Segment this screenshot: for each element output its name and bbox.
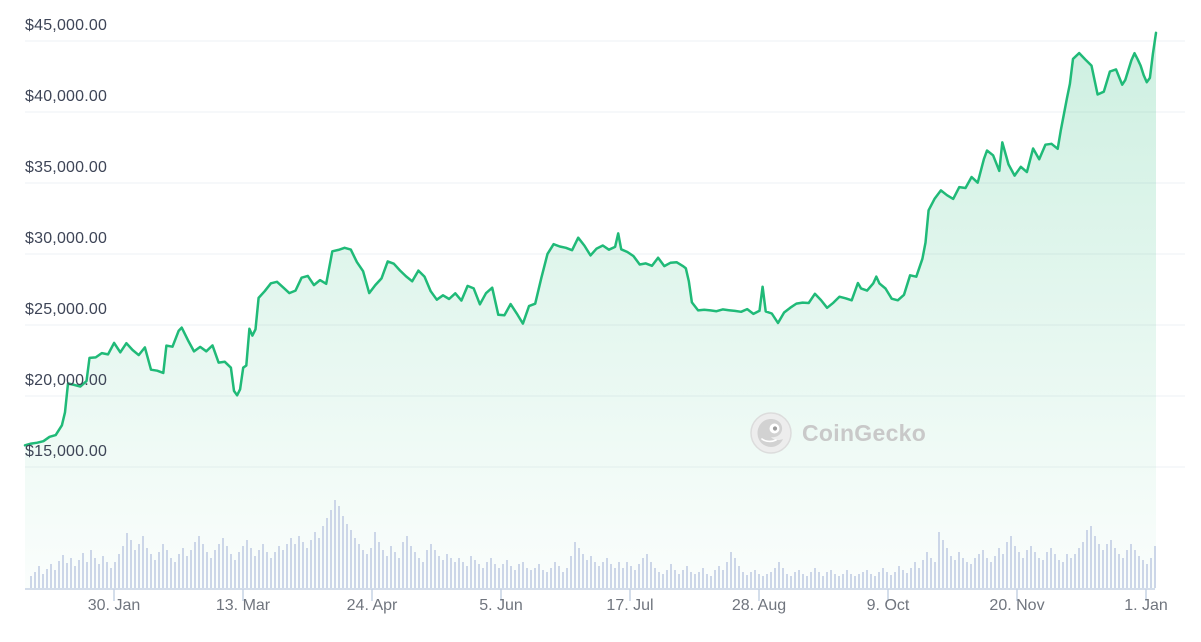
x-axis-label: 17. Jul (606, 597, 654, 614)
price-line (23, 31, 1158, 447)
price-area-fill (25, 32, 1156, 590)
x-axis-ticks (113, 589, 1147, 601)
y-axis-label: $20,000.00 (25, 372, 108, 389)
coingecko-logo-icon (750, 412, 792, 454)
y-axis-label: $30,000.00 (25, 230, 108, 247)
x-axis-label: 9. Oct (866, 597, 910, 614)
y-axis-label: $25,000.00 (25, 301, 108, 318)
volume-bars (30, 500, 1156, 588)
watermark-label: CoinGecko (802, 419, 927, 446)
y-axis-label: $15,000.00 (25, 443, 108, 460)
x-axis-label: 13. Mar (215, 597, 271, 614)
x-axis-label: 1. Jan (1124, 597, 1168, 614)
x-axis-label: 30. Jan (87, 597, 141, 614)
x-axis-label: 24. Apr (346, 597, 398, 614)
x-axis-label: 20. Nov (989, 597, 1045, 614)
y-axis-label: $35,000.00 (25, 159, 108, 176)
y-axis-label: $40,000.00 (25, 88, 108, 105)
y-axis-label: $45,000.00 (25, 17, 108, 34)
coingecko-watermark: CoinGecko (750, 412, 926, 454)
x-axis-label: 5. Jun (479, 597, 523, 614)
x-axis-label: 28. Aug (731, 597, 787, 614)
